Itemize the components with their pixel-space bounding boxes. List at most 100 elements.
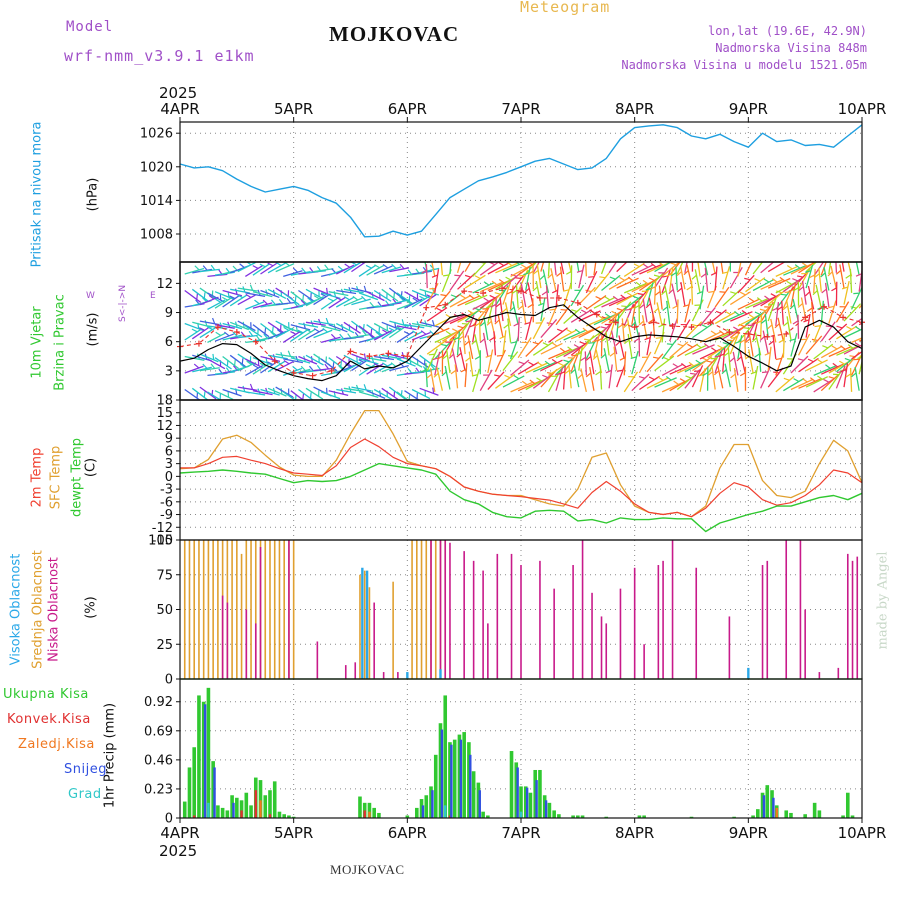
precip-total-bar (187, 767, 192, 818)
wind-barb (479, 294, 501, 309)
wind-barb (836, 325, 858, 340)
wind-barb (631, 264, 654, 276)
wind-barb (411, 331, 431, 341)
wind-gust-mark (233, 328, 240, 335)
wind-barb (313, 320, 334, 326)
wind-barb-flag (782, 305, 789, 311)
y-tick-label: 12 (156, 277, 173, 292)
wind-barb-flag (544, 360, 551, 366)
wind-barb-flag (624, 258, 630, 260)
wind-barb (805, 262, 818, 273)
wind-barb (290, 357, 311, 364)
precip-total-bar (405, 815, 410, 818)
wind-barb (797, 333, 811, 356)
wind-barb-flag (551, 289, 558, 294)
wind-barb (699, 285, 705, 310)
wind-barb-flag (748, 297, 755, 303)
wind-barb (676, 373, 697, 391)
wind-gust-mark (726, 328, 733, 335)
precip-total-bar (751, 815, 755, 818)
wind-barb (199, 320, 220, 326)
wind-barb-flag (245, 293, 252, 298)
wind-barb-flag (371, 356, 375, 363)
wind-barb-flag (759, 308, 766, 312)
wind-barb-flag (701, 324, 708, 328)
wind-barb (573, 363, 580, 388)
wind-barb-flag (458, 335, 464, 341)
wind-barb-flag (665, 376, 672, 381)
wind-barb (495, 373, 516, 389)
wind-barb-flag (538, 302, 545, 307)
wind-barb-flag (212, 353, 215, 360)
wind-barb (707, 344, 729, 359)
wind-barb (714, 349, 723, 374)
wind-barb (396, 358, 416, 367)
wind-barb (843, 281, 850, 305)
wind-barb-flag (529, 379, 536, 385)
wind-barb-flag (270, 331, 276, 337)
wind-barb (493, 331, 497, 356)
wind-barb (724, 363, 731, 388)
wind-barb-flag (648, 376, 655, 381)
precip-total-bar (850, 815, 855, 818)
wind-barb-flag (474, 322, 480, 327)
wind-barb (260, 388, 280, 396)
wind-barb (699, 307, 716, 327)
wind-barb (781, 300, 785, 325)
wind-barb-flag (666, 273, 673, 277)
wind-barb (404, 298, 423, 309)
wind-barb (722, 289, 741, 307)
wind-barb-flag (551, 358, 558, 364)
wind-barb (589, 366, 595, 391)
wind-barb (745, 277, 766, 293)
wind-barb-flag (419, 295, 426, 300)
wind-barb-flag (498, 279, 505, 284)
wind-barb-flag (788, 288, 795, 292)
wind-barb (850, 287, 862, 310)
wind-barb (684, 369, 701, 389)
wind-barb (487, 349, 494, 374)
wind-barb-flag (638, 320, 645, 326)
wind-barb (267, 354, 288, 360)
wind-barb (737, 274, 755, 294)
wind-barb (389, 320, 409, 328)
wind-barb (554, 262, 557, 276)
wind-barb (464, 315, 475, 338)
wind-barb-flag (826, 256, 832, 258)
wind-barb (260, 322, 277, 337)
wind-barb-flag (601, 336, 608, 342)
wind-barb (442, 327, 464, 342)
wind-barb (343, 361, 362, 373)
wind-barb-flag (579, 341, 586, 345)
wind-barb (517, 337, 532, 359)
precip-snow-bar (450, 744, 453, 818)
wind-barb (714, 266, 718, 291)
wind-barb-flag (828, 376, 835, 380)
wind-barb (714, 286, 730, 308)
wind-barb-flag (330, 333, 337, 339)
wind-barb (646, 282, 654, 306)
wind-barb-flag (432, 387, 435, 394)
wind-barb (729, 291, 751, 306)
wind-barb-flag (871, 330, 876, 333)
wind-barb-flag (326, 287, 329, 294)
y-tick-label: -9 (160, 508, 173, 523)
wind-barb-flag (446, 256, 451, 259)
wind-gust-mark (271, 358, 278, 365)
wind-barb-flag (501, 307, 508, 313)
wind-barb-flag (494, 319, 500, 325)
wind-barb (434, 290, 451, 310)
wind-barb (835, 365, 846, 389)
wind-barb (820, 262, 827, 276)
wind-barb (229, 294, 248, 307)
wind-barb-flag (374, 264, 380, 269)
wind-barb-flag (617, 323, 624, 329)
wind-barb (631, 350, 639, 375)
wind-barb (502, 281, 512, 305)
legend-freeze: Zaledj.Kisa (18, 737, 95, 752)
wind-barb-flag (557, 362, 564, 367)
precip-total-bar (486, 815, 490, 818)
wind-barb (849, 268, 853, 293)
wind-barb (627, 333, 633, 358)
wind-barb (775, 265, 798, 277)
